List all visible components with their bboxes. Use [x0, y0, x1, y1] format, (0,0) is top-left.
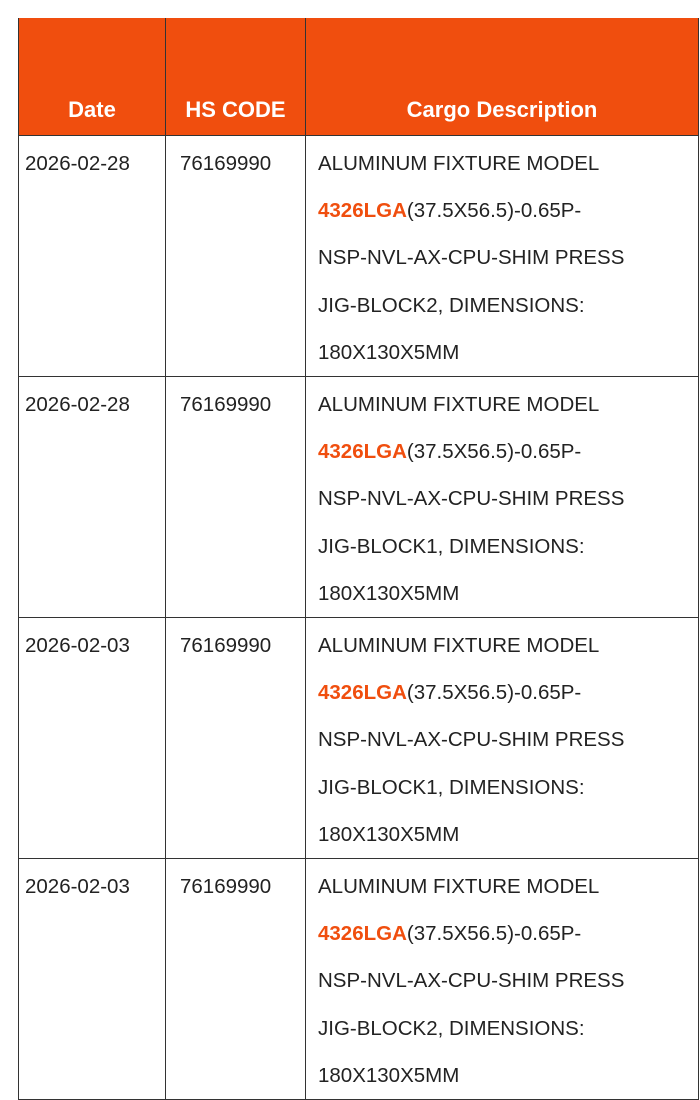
description-line: 180X130X5MM	[318, 581, 460, 605]
description-line: NSP-NVL-AX-CPU-SHIM PRESS	[318, 728, 625, 752]
date-cell: 2026-02-28	[18, 134, 166, 378]
description-line: JIG-BLOCK1, DIMENSIONS:	[318, 534, 585, 558]
cargo-table: Date HS CODE Cargo Description 2026-02-2…	[18, 18, 699, 1100]
description-text: (37.5X56.5)-0.65P-	[406, 440, 582, 464]
description-line: 180X130X5MM	[318, 822, 460, 846]
description-line: 4326LGA(37.5X56.5)-0.65P-	[318, 187, 690, 234]
description-line: 4326LGA(37.5X56.5)-0.65P-	[318, 910, 690, 957]
hs-code-cell: 76169990	[165, 376, 306, 619]
description-line: ALUMINUM FIXTURE MODEL	[318, 875, 600, 899]
header-date: Date	[18, 18, 166, 136]
model-highlight: 4326LGA	[318, 440, 407, 464]
description-line: 4326LGA(37.5X56.5)-0.65P-	[318, 428, 690, 475]
date-cell: 2026-02-28	[18, 376, 166, 619]
header-cargo-description: Cargo Description	[305, 18, 699, 136]
table-row: 2026-02-28 76169990 ALUMINUM FIXTURE MOD…	[18, 376, 699, 619]
header-hs-code: HS CODE	[165, 18, 306, 136]
table-row: 2026-02-28 76169990 ALUMINUM FIXTURE MOD…	[18, 134, 699, 378]
table-header-row: Date HS CODE Cargo Description	[18, 18, 699, 136]
description-line: ALUMINUM FIXTURE MODEL	[318, 634, 600, 658]
date-cell: 2026-02-03	[18, 617, 166, 860]
description-text: (37.5X56.5)-0.65P-	[406, 922, 582, 946]
description-line: 180X130X5MM	[318, 340, 460, 364]
date-cell: 2026-02-03	[18, 858, 166, 1100]
cargo-description-cell: ALUMINUM FIXTURE MODEL 4326LGA(37.5X56.5…	[305, 376, 699, 619]
cargo-description-cell: ALUMINUM FIXTURE MODEL 4326LGA(37.5X56.5…	[305, 858, 699, 1100]
description-line: JIG-BLOCK2, DIMENSIONS:	[318, 293, 585, 317]
model-highlight: 4326LGA	[318, 922, 407, 946]
description-line: NSP-NVL-AX-CPU-SHIM PRESS	[318, 969, 625, 993]
description-line: NSP-NVL-AX-CPU-SHIM PRESS	[318, 487, 625, 511]
cargo-description-cell: ALUMINUM FIXTURE MODEL 4326LGA(37.5X56.5…	[305, 617, 699, 860]
description-line: 180X130X5MM	[318, 1063, 460, 1087]
hs-code-cell: 76169990	[165, 617, 306, 860]
cargo-description-cell: ALUMINUM FIXTURE MODEL 4326LGA(37.5X56.5…	[305, 134, 699, 378]
description-line: JIG-BLOCK2, DIMENSIONS:	[318, 1016, 585, 1040]
description-line: 4326LGA(37.5X56.5)-0.65P-	[318, 669, 690, 716]
hs-code-cell: 76169990	[165, 858, 306, 1100]
description-line: NSP-NVL-AX-CPU-SHIM PRESS	[318, 246, 625, 270]
model-highlight: 4326LGA	[318, 199, 407, 223]
description-text: (37.5X56.5)-0.65P-	[406, 199, 582, 223]
description-line: ALUMINUM FIXTURE MODEL	[318, 393, 600, 417]
hs-code-cell: 76169990	[165, 134, 306, 378]
description-text: (37.5X56.5)-0.65P-	[406, 681, 582, 705]
table-row: 2026-02-03 76169990 ALUMINUM FIXTURE MOD…	[18, 858, 699, 1100]
model-highlight: 4326LGA	[318, 681, 407, 705]
description-line: JIG-BLOCK1, DIMENSIONS:	[318, 775, 585, 799]
table-row: 2026-02-03 76169990 ALUMINUM FIXTURE MOD…	[18, 617, 699, 860]
description-line: ALUMINUM FIXTURE MODEL	[318, 152, 600, 175]
